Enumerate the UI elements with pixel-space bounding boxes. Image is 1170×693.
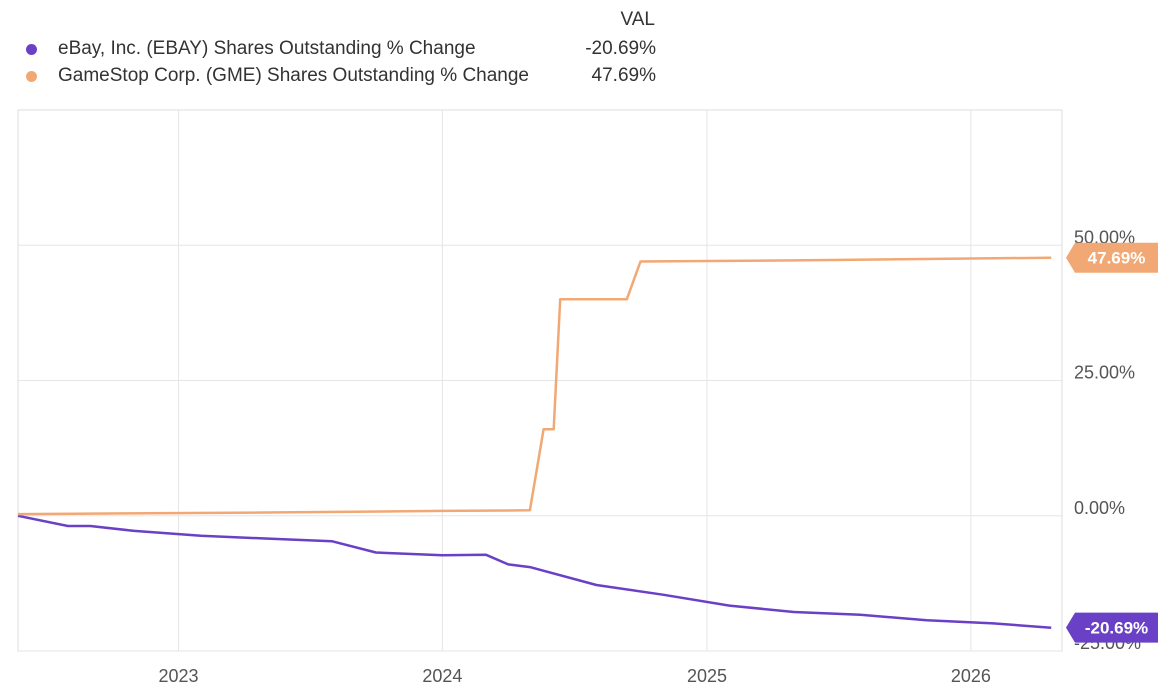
legend-item-ebay[interactable]: eBay, Inc. (EBAY) Shares Outstanding % C… [26, 37, 656, 63]
legend-label-gme: GameStop Corp. (GME) Shares Outstanding … [58, 65, 530, 86]
x-tick-label: 2024 [422, 666, 462, 686]
end-value-label: -20.69% [1085, 619, 1148, 638]
end-value-tag-ebay: -20.69% [1066, 612, 1158, 643]
y-tick-label: 0.00% [1074, 498, 1125, 518]
legend-label-ebay: eBay, Inc. (EBAY) Shares Outstanding % C… [58, 38, 476, 59]
legend-dot-ebay [26, 44, 37, 55]
series-line-gme [17, 256, 1052, 516]
legend-item-gme[interactable]: GameStop Corp. (GME) Shares Outstanding … [26, 64, 656, 90]
x-tick-label: 2025 [687, 666, 727, 686]
legend-value-header: VAL [620, 9, 655, 30]
x-tick-label: 2026 [951, 666, 991, 686]
end-value-tag-gme: 47.69% [1066, 242, 1158, 273]
x-tick-label: 2023 [158, 666, 198, 686]
chart-legend: VAL eBay, Inc. (EBAY) Shares Outstanding… [0, 0, 700, 100]
y-tick-label: 50.00% [1074, 227, 1135, 247]
end-value-tag-bg [1066, 612, 1158, 643]
legend-dot-gme [26, 71, 37, 82]
end-value-label: 47.69% [1088, 249, 1146, 268]
legend-value-ebay: -20.69% [585, 38, 656, 59]
y-tick-label: 25.00% [1074, 363, 1135, 383]
legend-value-gme: 47.69% [591, 65, 656, 86]
series-line-ebay [17, 514, 1052, 629]
end-value-tag-bg [1066, 242, 1158, 273]
